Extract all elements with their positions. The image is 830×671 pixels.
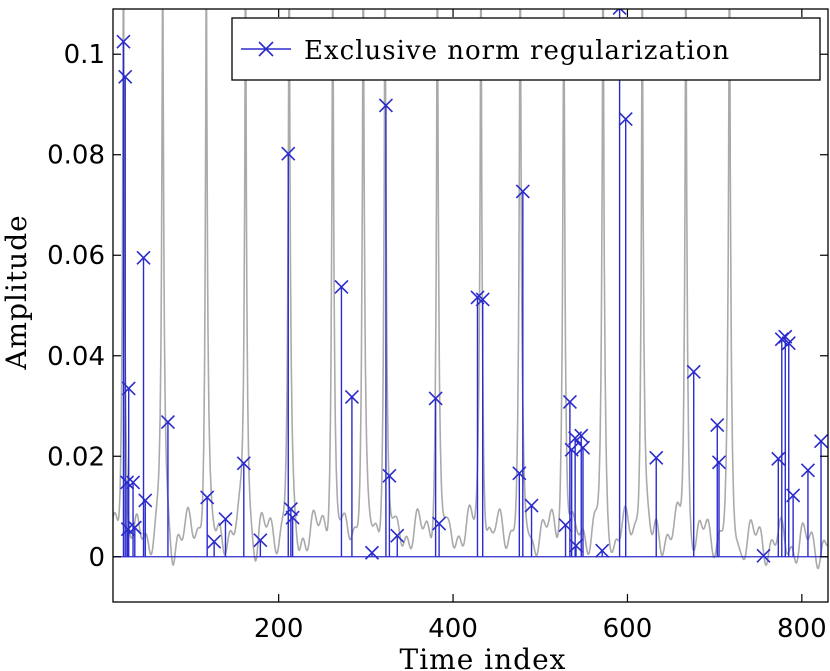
stem-marker	[253, 533, 268, 548]
x-tick-label: 400	[428, 614, 478, 644]
stem-marker	[710, 418, 725, 433]
x-tick-label: 600	[603, 614, 653, 644]
stem-marker	[649, 450, 664, 465]
y-tick-label: 0.02	[47, 442, 105, 472]
stem-marker	[564, 442, 579, 457]
signal-line	[113, 9, 828, 570]
stem-marker	[281, 146, 296, 161]
stem-marker	[127, 520, 142, 535]
stem-marker	[515, 184, 530, 199]
stem-marker	[136, 250, 151, 265]
stem-marker	[283, 501, 298, 517]
stem-marker	[378, 98, 393, 113]
stem-marker	[512, 466, 527, 481]
stem-marker	[200, 490, 215, 505]
stem-marker	[574, 428, 589, 443]
x-tick-label: 800	[777, 614, 827, 644]
stem-marker	[800, 463, 816, 478]
stem-marker	[428, 391, 443, 406]
tick-labels: 200 400 600 800 0 0.02 0.04 0.06 0.08 0.1	[47, 40, 827, 644]
y-tick-label: 0.1	[64, 40, 105, 70]
stem-marker	[285, 510, 300, 525]
y-axis-title: Amplitude	[0, 214, 33, 370]
stem-marker	[786, 488, 801, 503]
y-tick-label: 0	[88, 543, 105, 573]
stem-marker	[207, 534, 222, 549]
stem-marker	[138, 493, 153, 508]
x-tick-label: 200	[254, 614, 304, 644]
plot-area	[113, 9, 828, 602]
stem-marker	[781, 336, 796, 351]
axis-ticks	[113, 9, 828, 602]
legend: Exclusive norm regularization	[231, 17, 821, 81]
stem-marker	[236, 456, 251, 471]
stem-marker	[390, 528, 405, 543]
axes-frame	[112, 8, 829, 603]
legend-box	[231, 17, 821, 81]
stem-marker	[119, 475, 135, 490]
x-axis-title: Time index	[400, 643, 567, 671]
stem-marker	[612, 9, 627, 16]
stem-marker	[160, 415, 175, 430]
stem-marker	[125, 475, 141, 490]
stem-marker	[568, 538, 584, 553]
stem-marker	[432, 516, 447, 531]
stem-marker	[771, 451, 786, 466]
y-tick-label: 0.08	[47, 141, 105, 171]
stem-marker	[218, 512, 233, 527]
y-tick-label: 0.06	[47, 241, 105, 271]
stem-marker	[562, 394, 577, 410]
stem-marker	[618, 111, 633, 127]
stem-marker	[686, 364, 701, 379]
stem-marker	[118, 69, 133, 84]
stem-marker	[778, 329, 793, 344]
stem-marker	[711, 455, 727, 470]
stem-marker	[382, 468, 397, 483]
stem-marker	[334, 279, 349, 294]
background-signal	[113, 9, 828, 570]
legend-marker	[258, 41, 274, 57]
stem-marker	[470, 290, 485, 305]
stem-marker	[575, 440, 591, 455]
stem-marker	[595, 543, 610, 558]
stem-marker	[813, 434, 828, 449]
stem-marker	[475, 292, 490, 307]
stem-marker	[344, 389, 359, 405]
stem-marker	[524, 498, 539, 513]
stem-marker	[116, 34, 131, 49]
stem-marker	[756, 548, 771, 563]
y-tick-label: 0.04	[47, 342, 105, 372]
legend-label: Exclusive norm regularization	[304, 36, 730, 66]
stem-marker	[121, 381, 136, 396]
